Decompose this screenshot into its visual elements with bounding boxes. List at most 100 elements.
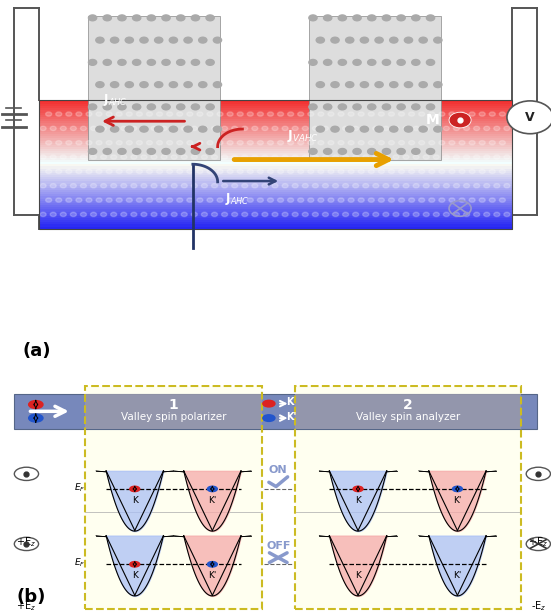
Text: (a): (a)	[22, 342, 51, 360]
Circle shape	[398, 141, 404, 145]
Circle shape	[191, 104, 199, 110]
Circle shape	[89, 104, 96, 110]
Circle shape	[217, 141, 223, 145]
Circle shape	[71, 126, 77, 131]
Circle shape	[363, 212, 369, 216]
Circle shape	[151, 212, 157, 216]
Bar	[39, 183, 512, 186]
Circle shape	[353, 104, 361, 110]
Circle shape	[151, 155, 157, 159]
Circle shape	[141, 183, 147, 188]
Circle shape	[379, 141, 385, 145]
Circle shape	[131, 126, 137, 131]
Circle shape	[71, 183, 77, 188]
Circle shape	[141, 155, 147, 159]
Circle shape	[479, 141, 485, 145]
Circle shape	[288, 141, 294, 145]
Circle shape	[479, 112, 485, 116]
Bar	[39, 119, 512, 121]
Text: Valley spin analyzer: Valley spin analyzer	[355, 412, 460, 422]
Circle shape	[202, 126, 208, 131]
Circle shape	[147, 198, 153, 202]
Circle shape	[181, 212, 187, 216]
Circle shape	[363, 155, 369, 159]
Circle shape	[331, 37, 339, 43]
Circle shape	[222, 212, 228, 216]
Circle shape	[231, 183, 237, 188]
Circle shape	[90, 126, 96, 131]
Circle shape	[257, 198, 263, 202]
Circle shape	[328, 198, 334, 202]
Circle shape	[191, 212, 197, 216]
Text: K: K	[287, 397, 294, 408]
Circle shape	[444, 183, 450, 188]
Circle shape	[103, 15, 111, 21]
Circle shape	[56, 112, 62, 116]
Circle shape	[46, 198, 52, 202]
Circle shape	[207, 169, 213, 174]
Circle shape	[262, 155, 268, 159]
Circle shape	[388, 169, 395, 174]
Circle shape	[147, 148, 155, 155]
Circle shape	[444, 212, 450, 216]
Circle shape	[184, 126, 192, 132]
Circle shape	[484, 126, 490, 131]
Bar	[39, 194, 512, 197]
Circle shape	[489, 141, 495, 145]
Circle shape	[197, 198, 203, 202]
Circle shape	[504, 183, 510, 188]
Circle shape	[419, 141, 425, 145]
Bar	[39, 158, 512, 160]
Circle shape	[332, 212, 338, 216]
Circle shape	[323, 104, 332, 110]
Circle shape	[292, 126, 298, 131]
Circle shape	[393, 155, 399, 159]
Circle shape	[187, 169, 193, 174]
Circle shape	[353, 126, 359, 131]
Circle shape	[272, 155, 278, 159]
Circle shape	[262, 183, 268, 188]
Circle shape	[177, 59, 185, 65]
Circle shape	[156, 169, 163, 174]
Bar	[39, 102, 512, 104]
Circle shape	[298, 141, 304, 145]
Circle shape	[393, 212, 399, 216]
Circle shape	[206, 148, 214, 155]
Circle shape	[429, 198, 435, 202]
Circle shape	[101, 183, 107, 188]
Circle shape	[434, 82, 442, 87]
Circle shape	[96, 198, 102, 202]
Text: K': K'	[208, 571, 217, 580]
Circle shape	[227, 198, 233, 202]
Circle shape	[404, 82, 413, 87]
Circle shape	[252, 126, 258, 131]
Circle shape	[433, 155, 439, 159]
Circle shape	[247, 141, 253, 145]
Circle shape	[404, 37, 413, 43]
Circle shape	[96, 37, 104, 43]
Circle shape	[56, 169, 62, 174]
Circle shape	[56, 141, 62, 145]
Circle shape	[292, 212, 298, 216]
Bar	[39, 177, 512, 179]
Circle shape	[484, 183, 490, 188]
Circle shape	[191, 126, 197, 131]
Bar	[39, 100, 512, 229]
Circle shape	[237, 169, 243, 174]
Circle shape	[331, 126, 339, 132]
Circle shape	[368, 198, 374, 202]
Circle shape	[343, 183, 349, 188]
Circle shape	[375, 82, 383, 87]
Circle shape	[89, 59, 96, 65]
Circle shape	[111, 183, 117, 188]
Bar	[39, 203, 512, 205]
Circle shape	[397, 104, 405, 110]
Circle shape	[76, 112, 82, 116]
Text: (b): (b)	[17, 588, 46, 607]
Circle shape	[161, 183, 167, 188]
Circle shape	[368, 169, 374, 174]
Circle shape	[423, 183, 429, 188]
Text: J$_{AHC}$: J$_{AHC}$	[104, 92, 128, 108]
Bar	[39, 169, 512, 170]
Circle shape	[302, 126, 308, 131]
